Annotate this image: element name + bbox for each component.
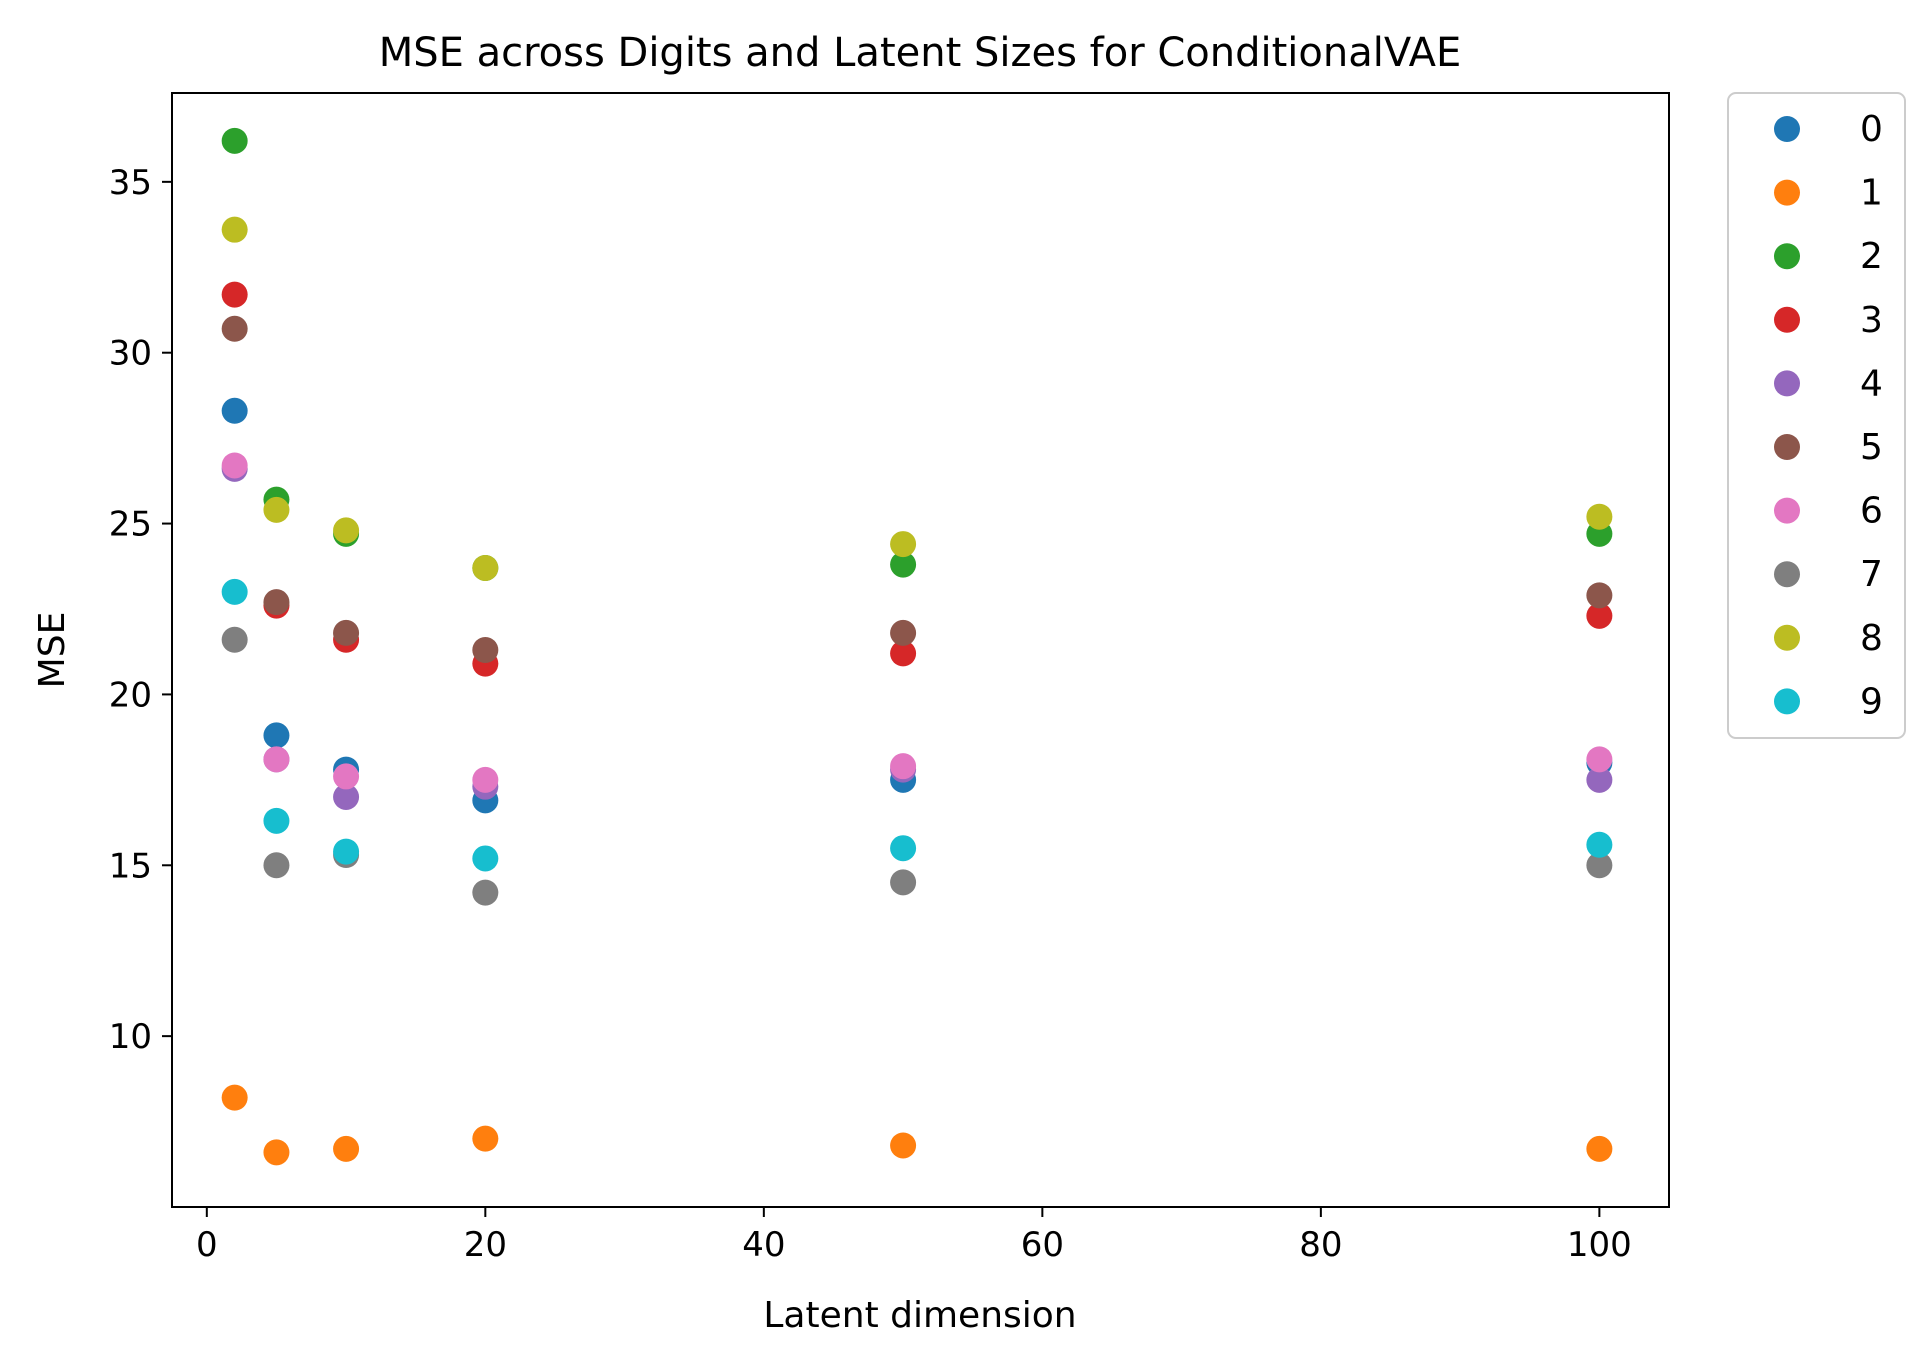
point-digit-8: [263, 496, 290, 523]
point-digit-5: [1586, 582, 1613, 609]
plot-frame: [171, 92, 1670, 1208]
point-digit-5: [472, 637, 499, 663]
point-digit-1: [263, 1139, 290, 1166]
legend-label-8: 8: [1860, 618, 1883, 659]
x-tick-label: 60: [1021, 1225, 1064, 1265]
y-tick-label: 35: [109, 163, 152, 203]
point-digit-6: [263, 746, 290, 773]
point-digit-1: [221, 1084, 248, 1111]
x-tick-label: 80: [1299, 1225, 1342, 1265]
legend-marker-2: [1774, 243, 1800, 270]
point-digit-6: [333, 763, 360, 790]
x-tick-label: 0: [196, 1225, 218, 1265]
point-digit-3: [221, 281, 248, 308]
x-axis: 0 20 40 60 80 100: [196, 1207, 1632, 1265]
point-digit-6: [890, 753, 917, 780]
point-digit-9: [263, 807, 290, 834]
legend-marker-4: [1774, 370, 1800, 397]
point-digit-9: [333, 838, 360, 865]
point-digit-4: [333, 783, 360, 810]
legend-marker-0: [1774, 116, 1800, 142]
legend-marker-7: [1774, 561, 1800, 588]
legend-label-9: 9: [1860, 681, 1883, 722]
y-tick-label: 15: [109, 846, 152, 886]
y-tick-label: 30: [109, 334, 152, 374]
point-digit-3: [890, 640, 917, 667]
x-tick-label: 100: [1567, 1225, 1632, 1265]
legend-marker-3: [1774, 306, 1800, 333]
point-digit-3: [1586, 602, 1613, 629]
point-digit-9: [1586, 831, 1613, 858]
y-axis-label: MSE: [32, 612, 73, 689]
data-points: [221, 127, 1613, 1166]
point-digit-6: [221, 452, 248, 479]
legend-marker-9: [1774, 688, 1800, 715]
point-digit-8: [472, 554, 499, 581]
legend-marker-8: [1774, 624, 1800, 651]
point-digit-5: [333, 619, 360, 646]
legend-marker-5: [1774, 434, 1800, 460]
point-digit-5: [263, 589, 290, 616]
legend-items: 0 1 2 3 4 5 6 7 8 9: [1774, 109, 1883, 722]
y-axis: 10 15 20 25 30 35: [109, 163, 172, 1057]
legend-label-0: 0: [1860, 109, 1883, 150]
point-digit-9: [890, 835, 917, 862]
point-digit-0: [221, 397, 248, 424]
point-digit-8: [221, 216, 248, 243]
legend-label-7: 7: [1860, 554, 1883, 595]
legend-label-5: 5: [1860, 427, 1883, 468]
legend: 0 1 2 3 4 5 6 7 8 9: [1727, 92, 1906, 739]
legend-marker-1: [1774, 179, 1800, 206]
point-digit-8: [1586, 503, 1613, 530]
point-digit-5: [890, 619, 917, 646]
legend-marker-6: [1774, 497, 1800, 524]
point-digit-1: [472, 1125, 499, 1152]
point-digit-6: [472, 766, 499, 793]
y-tick-label: 10: [109, 1017, 152, 1057]
point-digit-7: [221, 626, 248, 653]
point-digit-9: [221, 578, 248, 605]
x-axis-label: Latent dimension: [763, 1295, 1076, 1336]
point-digit-7: [890, 869, 917, 896]
point-digit-5: [221, 315, 248, 342]
point-digit-6: [1586, 746, 1613, 773]
legend-label-2: 2: [1860, 236, 1883, 277]
point-digit-8: [890, 531, 917, 558]
point-digit-8: [333, 517, 360, 544]
legend-label-4: 4: [1860, 363, 1883, 404]
point-digit-7: [472, 879, 499, 906]
point-digit-7: [1586, 852, 1613, 879]
plot-area: 0 20 40 60 80 100 10 15 20 25 30 35: [109, 92, 1670, 1265]
y-tick-label: 20: [109, 675, 152, 715]
legend-label-1: 1: [1860, 173, 1883, 214]
point-digit-4: [1586, 766, 1613, 793]
point-digit-1: [890, 1132, 917, 1159]
x-tick-label: 20: [464, 1225, 507, 1265]
point-digit-2: [890, 551, 917, 578]
legend-frame: [1727, 92, 1906, 739]
point-digit-9: [472, 845, 499, 872]
point-digit-7: [263, 852, 290, 879]
chart-title: MSE across Digits and Latent Sizes for C…: [379, 30, 1462, 76]
point-digit-0: [263, 722, 290, 749]
point-digit-1: [333, 1135, 360, 1162]
x-tick-label: 40: [742, 1225, 785, 1265]
legend-label-6: 6: [1860, 491, 1883, 532]
point-digit-2: [221, 127, 248, 154]
legend-label-3: 3: [1860, 300, 1883, 341]
point-digit-1: [1586, 1135, 1613, 1162]
y-tick-label: 25: [109, 505, 152, 545]
